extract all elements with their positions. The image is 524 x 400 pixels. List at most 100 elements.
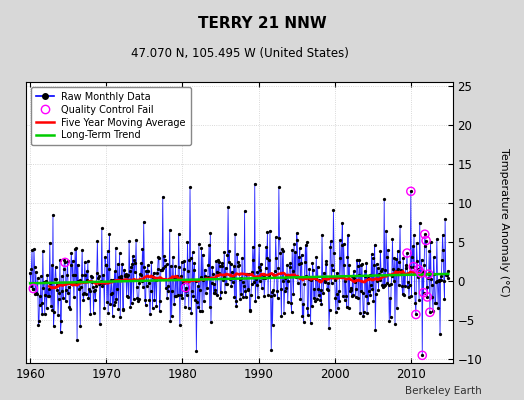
Point xyxy=(103,248,112,254)
Point xyxy=(337,274,345,280)
Point xyxy=(228,269,236,276)
Point xyxy=(212,258,220,264)
Point xyxy=(86,311,95,318)
Point xyxy=(412,311,420,318)
Point xyxy=(190,267,198,274)
Point xyxy=(365,272,374,279)
Point xyxy=(299,300,307,307)
Point xyxy=(173,276,181,283)
Point xyxy=(35,318,43,324)
Point xyxy=(48,306,57,313)
Point xyxy=(436,331,444,337)
Point xyxy=(125,238,133,244)
Point xyxy=(26,270,34,276)
Point xyxy=(48,262,56,268)
Point xyxy=(163,294,171,301)
Point xyxy=(42,305,51,312)
Point xyxy=(227,283,235,289)
Point xyxy=(74,277,83,284)
Point xyxy=(323,286,331,292)
Point xyxy=(434,305,442,311)
Point xyxy=(200,298,208,304)
Point xyxy=(154,254,162,260)
Point xyxy=(439,247,447,254)
Point xyxy=(138,246,147,252)
Point xyxy=(193,282,202,289)
Point xyxy=(292,230,301,236)
Point xyxy=(286,259,294,266)
Point xyxy=(328,262,336,268)
Point xyxy=(259,275,267,282)
Point xyxy=(104,309,112,316)
Point xyxy=(242,270,250,277)
Point xyxy=(190,260,199,266)
Point xyxy=(274,295,282,301)
Point xyxy=(415,297,423,303)
Point xyxy=(269,292,278,298)
Point xyxy=(427,276,435,282)
Point xyxy=(314,286,322,292)
Point xyxy=(28,285,37,292)
Point xyxy=(298,252,306,258)
Point xyxy=(275,184,283,191)
Point xyxy=(410,231,418,238)
Point xyxy=(66,304,74,310)
Point xyxy=(410,289,419,296)
Point xyxy=(390,255,399,261)
Point xyxy=(226,261,235,268)
Point xyxy=(99,272,107,278)
Point xyxy=(45,286,53,293)
Point xyxy=(61,298,70,304)
Point xyxy=(263,228,271,235)
Point xyxy=(174,292,182,298)
Point xyxy=(224,204,232,210)
Point xyxy=(211,289,220,296)
Point xyxy=(321,279,330,286)
Point xyxy=(302,273,310,280)
Point xyxy=(37,273,45,280)
Point xyxy=(188,288,196,294)
Point xyxy=(84,258,92,264)
Point xyxy=(401,262,410,268)
Point xyxy=(33,290,41,297)
Point xyxy=(247,280,256,287)
Point xyxy=(168,288,177,294)
Point xyxy=(424,271,433,277)
Point xyxy=(95,280,103,287)
Point xyxy=(91,296,100,303)
Point xyxy=(81,272,90,278)
Point xyxy=(399,254,408,261)
Point xyxy=(250,180,259,187)
Point xyxy=(264,292,272,298)
Point xyxy=(382,228,390,234)
Point xyxy=(27,266,36,272)
Point xyxy=(292,273,300,280)
Point xyxy=(225,258,233,265)
Point xyxy=(63,272,71,279)
Point xyxy=(388,272,396,279)
Point xyxy=(54,296,63,302)
Point xyxy=(289,291,298,298)
Point xyxy=(157,266,166,273)
Point xyxy=(325,324,333,331)
Point xyxy=(249,244,257,250)
Point xyxy=(85,286,93,293)
Point xyxy=(378,282,387,288)
Point xyxy=(308,260,316,266)
Point xyxy=(67,262,75,268)
Point xyxy=(221,289,229,296)
Point xyxy=(346,288,354,294)
Point xyxy=(341,278,350,284)
Point xyxy=(398,283,406,289)
Point xyxy=(280,310,288,316)
Point xyxy=(131,260,139,266)
Point xyxy=(134,298,142,304)
Point xyxy=(428,294,436,300)
Point xyxy=(157,266,165,273)
Point xyxy=(365,288,373,294)
Point xyxy=(395,282,403,288)
Point xyxy=(301,259,309,265)
Point xyxy=(237,274,245,281)
Point xyxy=(324,280,333,286)
Point xyxy=(352,294,360,300)
